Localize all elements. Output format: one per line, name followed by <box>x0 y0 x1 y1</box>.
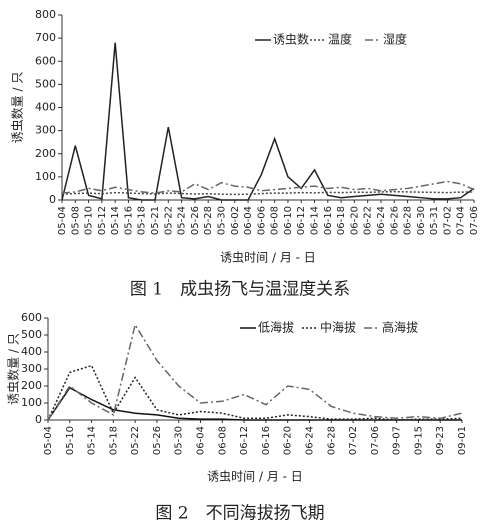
legend-label: 低海拔 <box>258 320 294 335</box>
x-tick-label: 05-08 <box>70 206 81 235</box>
y-tick-label: 200 <box>35 147 56 160</box>
legend-label: 中海拔 <box>320 320 356 335</box>
x-tick-label: 06-04 <box>243 206 254 235</box>
x-tick-label: 06-12 <box>239 426 250 455</box>
series-line <box>61 42 475 201</box>
x-axis-title: 诱虫时间 / 月 - 日 <box>207 470 303 484</box>
x-tick-label: 06-18 <box>336 206 347 235</box>
x-tick-label: 05-22 <box>130 426 141 455</box>
x-tick-label: 06-20 <box>349 206 360 235</box>
x-tick-label: 09-23 <box>435 426 446 455</box>
x-tick-label: 06-16 <box>323 206 334 235</box>
x-tick-label: 09-15 <box>413 426 424 455</box>
x-tick-label: 05-10 <box>84 206 95 235</box>
x-tick-label: 05-14 <box>87 426 98 455</box>
x-tick-label: 06-28 <box>403 206 414 235</box>
y-tick-label: 300 <box>21 362 42 375</box>
y-tick-label: 400 <box>35 101 56 114</box>
y-tick-label: 600 <box>21 311 42 324</box>
x-tick-label: 05-04 <box>43 426 54 455</box>
x-tick-label: 06-30 <box>416 206 427 235</box>
x-tick-label: 06-10 <box>283 206 294 235</box>
series-line <box>47 322 463 421</box>
caption: 图 1 成虫扬飞与温湿度关系 <box>130 280 350 300</box>
x-tick-label: 06-24 <box>304 426 315 455</box>
x-tick-label: 05-22 <box>163 206 174 235</box>
y-axis-title: 诱虫数量 / 只 <box>6 333 21 405</box>
x-tick-label: 07-02 <box>442 206 453 235</box>
x-tick-label: 05-18 <box>108 426 119 455</box>
x-tick-label: 06-02 <box>230 206 241 235</box>
y-tick-label: 400 <box>21 345 42 358</box>
x-tick-label: 06-08 <box>270 206 281 235</box>
x-tick-label: 05-04 <box>57 206 68 235</box>
x-tick-label: 09-01 <box>457 426 468 455</box>
x-tick-label: 05-21 <box>150 206 161 235</box>
x-tick-label: 06-22 <box>363 206 374 235</box>
y-tick-label: 0 <box>49 193 56 206</box>
y-tick-label: 700 <box>35 31 56 44</box>
y-tick-label: 100 <box>35 170 56 183</box>
legend-label: 高海拔 <box>382 320 418 335</box>
x-tick-label: 06-14 <box>310 206 321 235</box>
x-tick-label: 05-18 <box>137 206 148 235</box>
x-tick-label: 07-06 <box>469 206 480 235</box>
x-tick-label: 06-16 <box>261 426 272 455</box>
y-axis-title: 诱虫数量 / 只 <box>10 72 25 144</box>
x-tick-label: 05-30 <box>174 426 185 455</box>
y-tick-label: 100 <box>21 396 42 409</box>
legend-label: 湿度 <box>383 32 407 47</box>
x-tick-label: 05-16 <box>123 206 134 235</box>
x-tick-label: 05-24 <box>177 206 188 235</box>
series-line <box>61 180 475 194</box>
x-tick-label: 07-02 <box>348 426 359 455</box>
y-tick-label: 600 <box>35 54 56 67</box>
series-line <box>47 364 463 421</box>
y-tick-label: 800 <box>35 8 56 21</box>
x-tick-label: 06-24 <box>376 206 387 235</box>
y-tick-label: 500 <box>21 328 42 341</box>
x-tick-label: 06-28 <box>326 426 337 455</box>
x-tick-label: 05-12 <box>97 206 108 235</box>
x-tick-label: 05-28 <box>203 206 214 235</box>
series-line <box>61 190 475 196</box>
x-tick-label: 05-26 <box>190 206 201 235</box>
legend-label: 温度 <box>328 32 352 47</box>
x-tick-label: 07-06 <box>370 426 381 455</box>
y-tick-label: 500 <box>35 77 56 90</box>
x-tick-label: 05-31 <box>429 206 440 235</box>
y-tick-label: 0 <box>35 413 42 426</box>
x-tick-label: 06-20 <box>283 426 294 455</box>
caption: 图 2 不同海拔扬飞期 <box>155 504 324 524</box>
x-tick-label: 06-26 <box>389 206 400 235</box>
y-tick-label: 300 <box>35 124 56 137</box>
x-tick-label: 06-06 <box>256 206 267 235</box>
legend-label: 诱虫数 <box>273 32 309 47</box>
x-tick-label: 07-04 <box>456 206 467 235</box>
series-line <box>47 386 462 421</box>
x-tick-label: 06-04 <box>196 426 207 455</box>
x-tick-label: 05-10 <box>65 426 76 455</box>
x-tick-label: 09-07 <box>392 426 403 455</box>
x-tick-label: 05-14 <box>110 206 121 235</box>
x-tick-label: 06-08 <box>217 426 228 455</box>
y-tick-label: 200 <box>21 379 42 392</box>
x-tick-label: 05-30 <box>216 206 227 235</box>
x-axis-title: 诱虫时间 / 月 - 日 <box>220 251 316 265</box>
x-tick-label: 05-26 <box>152 426 163 455</box>
x-tick-label: 06-12 <box>296 206 307 235</box>
